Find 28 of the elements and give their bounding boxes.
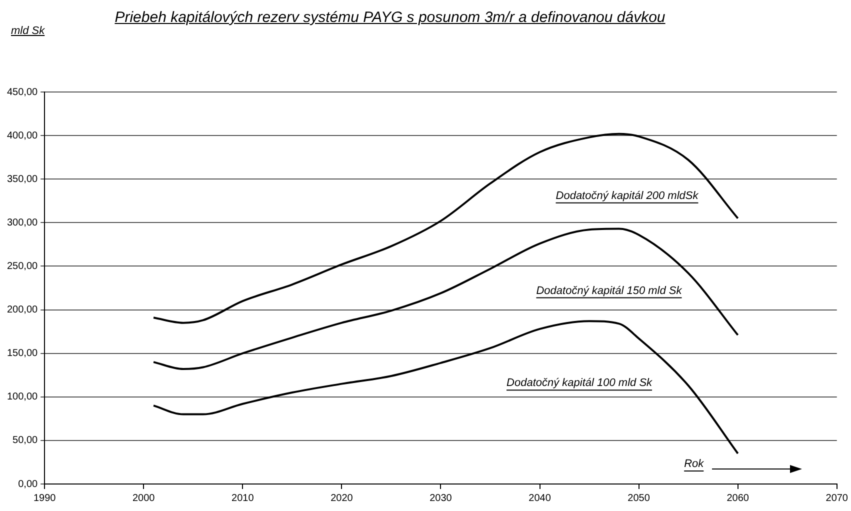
- y-tick-label: 200,00: [6, 304, 38, 316]
- y-tick-label: 350,00: [6, 174, 38, 185]
- y-tick-label: 100,00: [6, 392, 38, 403]
- x-tick-label: 2040: [528, 492, 552, 504]
- x-tick-label: 2050: [628, 492, 650, 504]
- y-tick-label: 450,00: [6, 86, 38, 98]
- x-tick-label: 2070: [826, 492, 848, 504]
- chart-title: Priebeh kapitálových rezerv systému PAYG s posunom 3m/r a definovanou dávkou: [114, 8, 666, 27]
- y-tick-label: 300,00: [6, 217, 38, 228]
- y-tick-label: 150,00: [6, 348, 38, 360]
- x-tick-label: 2010: [232, 492, 254, 504]
- y-tick-label: 0,00: [18, 478, 38, 490]
- line-series: [152, 228, 739, 370]
- series-label: Dodatočný kapitál 100 mld Sk: [506, 377, 653, 390]
- x-axis-title: Rok: [684, 458, 704, 470]
- y-tick-label: 400,00: [6, 130, 38, 142]
- line-series: [152, 132, 739, 324]
- y-tick-label: 50,00: [12, 435, 38, 446]
- series-label: Dodatočný kapitál 150 mld Sk: [536, 284, 682, 297]
- x-tick-label: 2020: [330, 492, 354, 504]
- x-tick-label: 2060: [726, 492, 750, 504]
- y-axis-title: mld Sk: [11, 25, 45, 37]
- line-series: [152, 320, 739, 455]
- x-tick-label: 2030: [430, 492, 452, 504]
- x-tick-label: 2000: [132, 492, 156, 504]
- x-tick-label: 1990: [33, 492, 56, 504]
- series-label: Dodatočný kapitál 200 mldSk: [556, 190, 699, 202]
- y-tick-label: 250,00: [6, 260, 38, 272]
